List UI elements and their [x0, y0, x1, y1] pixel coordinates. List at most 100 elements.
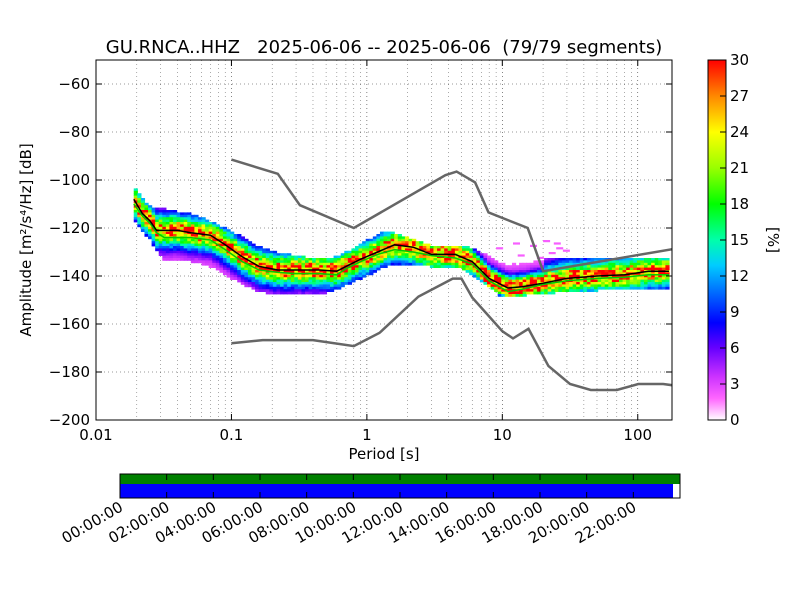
- psd-density-cell: [283, 265, 288, 268]
- psd-density-cell: [312, 286, 317, 290]
- psd-density-cell: [536, 274, 542, 278]
- psd-density-cell: [636, 277, 642, 280]
- psd-density-cell: [654, 272, 659, 276]
- psd-density-cell: [583, 258, 588, 261]
- psd-density-cell: [347, 250, 353, 254]
- psd-density-cell: [665, 277, 670, 280]
- psd-density-cell: [290, 255, 295, 259]
- psd-density-cell: [611, 262, 617, 266]
- psd-density-cell: [287, 253, 292, 256]
- psd-density-cell: [404, 243, 410, 247]
- psd-density-cell: [376, 236, 381, 240]
- psd-density-cell: [486, 270, 492, 273]
- psd-density-cell: [230, 231, 235, 235]
- psd-density-cell: [180, 224, 185, 228]
- psd-density-cell: [287, 267, 292, 271]
- psd-density-cell: [372, 250, 377, 254]
- psd-density-cell: [158, 210, 163, 213]
- psd-density-cell: [426, 248, 431, 252]
- psd-density-cell: [151, 212, 156, 216]
- x-tick-label: 0.1: [220, 426, 244, 444]
- psd-density-cell: [230, 277, 235, 280]
- psd-density-cell: [151, 214, 156, 218]
- psd-density-cell: [558, 282, 563, 285]
- psd-density-cell: [383, 234, 388, 237]
- psd-density-cell: [369, 262, 374, 266]
- psd-density-cell: [412, 260, 417, 264]
- psd-density-cell: [319, 286, 324, 290]
- psd-density-cell: [383, 241, 388, 244]
- psd-density-cell: [197, 246, 203, 249]
- psd-density-cell: [601, 272, 606, 276]
- psd-density-cell: [486, 265, 492, 268]
- psd-density-cell: [169, 222, 174, 225]
- psd-density-cell: [551, 291, 556, 295]
- psd-density-cell: [611, 274, 617, 278]
- psd-density-cell: [319, 274, 324, 278]
- psd-density-cell: [515, 267, 520, 271]
- psd-density-cell: [265, 289, 270, 292]
- psd-density-cell: [151, 234, 156, 237]
- psd-density-cell: [529, 291, 534, 295]
- psd-density-cell: [547, 286, 552, 290]
- psd-density-cell: [233, 253, 238, 256]
- psd-density-cell: [319, 279, 324, 283]
- psd-density-cell: [562, 249, 570, 252]
- psd-density-cell: [280, 253, 285, 256]
- psd-density-cell: [372, 265, 377, 268]
- psd-density-cell: [280, 262, 285, 266]
- psd-density-cell: [251, 279, 256, 283]
- psd-density-cell: [233, 277, 238, 280]
- psd-density-cell: [351, 270, 356, 273]
- psd-density-cell: [394, 258, 399, 261]
- psd-density-cell: [148, 205, 153, 208]
- psd-density-cell: [522, 291, 527, 295]
- psd-density-cell: [312, 274, 317, 278]
- psd-density-cell: [237, 248, 242, 252]
- psd-density-cell: [340, 260, 345, 264]
- psd-density-cell: [469, 250, 474, 254]
- psd-density-cell: [247, 246, 253, 249]
- psd-density-cell: [486, 274, 492, 278]
- psd-density-cell: [269, 265, 274, 268]
- psd-density-cell: [251, 250, 256, 254]
- psd-density-cell: [601, 265, 606, 268]
- psd-density-cell: [408, 248, 413, 252]
- psd-density-cell: [569, 262, 574, 266]
- psd-density-cell: [615, 272, 620, 276]
- psd-density-cell: [297, 258, 303, 261]
- psd-density-cell: [290, 262, 295, 266]
- psd-density-cell: [312, 289, 317, 292]
- psd-density-cell: [579, 265, 584, 268]
- psd-density-cell: [558, 260, 563, 264]
- psd-density-cell: [565, 260, 570, 264]
- psd-density-cell: [419, 241, 424, 244]
- psd-density-cell: [440, 246, 445, 249]
- psd-density-cell: [337, 270, 342, 273]
- psd-density-cell: [362, 241, 367, 244]
- psd-density-cell: [504, 274, 509, 278]
- psd-density-cell: [372, 267, 377, 271]
- psd-density-cell: [226, 274, 231, 278]
- psd-density-cell: [426, 246, 431, 249]
- psd-density-cell: [194, 217, 199, 220]
- psd-density-cell: [140, 229, 146, 232]
- psd-density-cell: [561, 262, 567, 266]
- psd-density-cell: [419, 253, 424, 256]
- psd-density-cell: [629, 267, 634, 271]
- psd-density-cell: [636, 284, 642, 288]
- psd-density-cell: [594, 258, 599, 261]
- psd-density-cell: [183, 241, 188, 244]
- psd-density-cell: [215, 248, 220, 252]
- psd-density-cell: [483, 253, 488, 256]
- psd-density-cell: [401, 260, 406, 264]
- psd-density-cell: [629, 284, 634, 288]
- psd-density-cell: [297, 260, 303, 264]
- psd-density-cell: [208, 236, 213, 240]
- psd-density-cell: [504, 265, 509, 268]
- psd-density-cell: [383, 253, 388, 256]
- psd-density-cell: [540, 272, 545, 276]
- psd-density-cell: [376, 255, 381, 259]
- psd-density-cell: [187, 246, 192, 249]
